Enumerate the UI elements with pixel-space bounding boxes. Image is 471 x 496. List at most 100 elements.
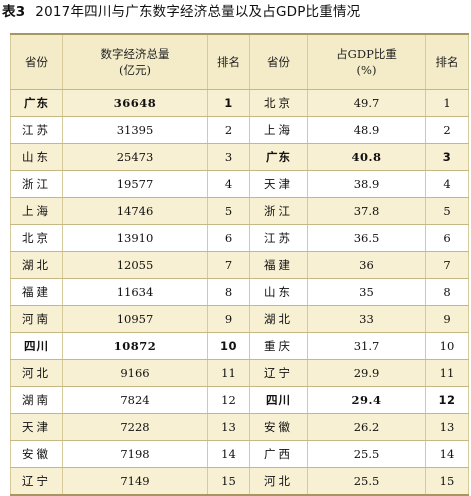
province-left-cell: 安徽 bbox=[10, 440, 63, 468]
province-left-cell: 北京 bbox=[10, 224, 63, 252]
table-row: 江苏 31395 2 上海 48.9 2 bbox=[10, 116, 469, 144]
rank-right-cell: 5 bbox=[425, 197, 469, 225]
digital-economy-value-cell: 25473 bbox=[62, 143, 208, 171]
table-caption: 表3 2017年四川与广东数字经济总量以及占GDP比重情况 bbox=[2, 0, 471, 24]
rank-right-cell: 9 bbox=[425, 305, 469, 333]
province-right-cell: 广东 bbox=[249, 143, 308, 171]
province-left-cell: 江苏 bbox=[10, 116, 63, 144]
header-rank-left: 排名 bbox=[207, 33, 250, 90]
header-row: 省份 数字经济总量 (亿元) 排名 省份 占GDP比重 (%) 排名 bbox=[10, 33, 469, 90]
digital-economy-value-cell: 9166 bbox=[62, 359, 208, 387]
table-row: 湖北 12055 7 福建 36 7 bbox=[10, 251, 469, 279]
table-row: 浙江 19577 4 天津 38.9 4 bbox=[10, 170, 469, 198]
gdp-share-cell: 35 bbox=[307, 278, 426, 306]
gdp-share-cell: 48.9 bbox=[307, 116, 426, 144]
table-row: 河北 9166 11 辽宁 29.9 11 bbox=[10, 359, 469, 387]
gdp-share-cell: 37.8 bbox=[307, 197, 426, 225]
rank-left-cell: 1 bbox=[207, 89, 250, 117]
digital-economy-value-cell: 14746 bbox=[62, 197, 208, 225]
province-right-cell: 天津 bbox=[249, 170, 308, 198]
rank-right-cell: 13 bbox=[425, 413, 469, 441]
province-right-cell: 广西 bbox=[249, 440, 308, 468]
header-gdp-share: 占GDP比重 (%) bbox=[307, 33, 426, 90]
digital-economy-value-cell: 7824 bbox=[62, 386, 208, 414]
header-province-right: 省份 bbox=[249, 33, 308, 90]
rank-left-cell: 9 bbox=[207, 305, 250, 333]
rank-left-cell: 7 bbox=[207, 251, 250, 279]
header-rank-right: 排名 bbox=[425, 33, 469, 90]
gdp-share-cell: 49.7 bbox=[307, 89, 426, 117]
rank-left-cell: 15 bbox=[207, 467, 250, 495]
province-left-cell: 上海 bbox=[10, 197, 63, 225]
gdp-share-cell: 25.5 bbox=[307, 440, 426, 468]
gdp-share-cell: 31.7 bbox=[307, 332, 426, 360]
rank-right-cell: 12 bbox=[425, 386, 469, 414]
province-right-cell: 上海 bbox=[249, 116, 308, 144]
province-left-cell: 山东 bbox=[10, 143, 63, 171]
province-left-cell: 湖南 bbox=[10, 386, 63, 414]
province-right-cell: 北京 bbox=[249, 89, 308, 117]
table-row: 北京 13910 6 江苏 36.5 6 bbox=[10, 224, 469, 252]
digital-economy-value-cell: 7149 bbox=[62, 467, 208, 495]
rank-left-cell: 13 bbox=[207, 413, 250, 441]
rank-right-cell: 11 bbox=[425, 359, 469, 387]
table-row: 广东 36648 1 北京 49.7 1 bbox=[10, 89, 469, 117]
digital-economy-value-cell: 36648 bbox=[62, 89, 208, 117]
province-right-cell: 重庆 bbox=[249, 332, 308, 360]
rank-right-cell: 7 bbox=[425, 251, 469, 279]
table-number: 表3 bbox=[2, 4, 26, 20]
province-left-cell: 浙江 bbox=[10, 170, 63, 198]
province-right-cell: 山东 bbox=[249, 278, 308, 306]
table-title: 2017年四川与广东数字经济总量以及占GDP比重情况 bbox=[35, 4, 361, 20]
rank-left-cell: 10 bbox=[207, 332, 250, 360]
rank-right-cell: 4 bbox=[425, 170, 469, 198]
province-left-cell: 河北 bbox=[10, 359, 63, 387]
province-left-cell: 四川 bbox=[10, 332, 63, 360]
data-table: 省份 数字经济总量 (亿元) 排名 省份 占GDP比重 (%) 排名 广东 366… bbox=[10, 33, 469, 496]
table-body: 广东 36648 1 北京 49.7 1 江苏 31395 2 上海 48.9 2 山东 25473 3 广东… bbox=[10, 89, 469, 495]
table-row: 湖南 7824 12 四川 29.4 12 bbox=[10, 386, 469, 414]
gdp-share-cell: 29.9 bbox=[307, 359, 426, 387]
province-right-cell: 湖北 bbox=[249, 305, 308, 333]
digital-economy-value-cell: 12055 bbox=[62, 251, 208, 279]
rank-left-cell: 6 bbox=[207, 224, 250, 252]
province-right-cell: 江苏 bbox=[249, 224, 308, 252]
digital-economy-value-cell: 10872 bbox=[62, 332, 208, 360]
province-right-cell: 福建 bbox=[249, 251, 308, 279]
province-right-cell: 辽宁 bbox=[249, 359, 308, 387]
digital-economy-value-cell: 7228 bbox=[62, 413, 208, 441]
province-left-cell: 广东 bbox=[10, 89, 63, 117]
rank-left-cell: 3 bbox=[207, 143, 250, 171]
rank-right-cell: 6 bbox=[425, 224, 469, 252]
digital-economy-value-cell: 10957 bbox=[62, 305, 208, 333]
province-left-cell: 湖北 bbox=[10, 251, 63, 279]
table-row: 辽宁 7149 15 河北 25.5 15 bbox=[10, 467, 469, 495]
table-row: 山东 25473 3 广东 40.8 3 bbox=[10, 143, 469, 171]
table-row: 四川 10872 10 重庆 31.7 10 bbox=[10, 332, 469, 360]
header-value-line2: (亿元) bbox=[119, 63, 151, 77]
table-row: 天津 7228 13 安徽 26.2 13 bbox=[10, 413, 469, 441]
gdp-share-cell: 33 bbox=[307, 305, 426, 333]
rank-right-cell: 8 bbox=[425, 278, 469, 306]
digital-economy-value-cell: 7198 bbox=[62, 440, 208, 468]
province-left-cell: 天津 bbox=[10, 413, 63, 441]
rank-left-cell: 8 bbox=[207, 278, 250, 306]
rank-left-cell: 11 bbox=[207, 359, 250, 387]
province-right-cell: 四川 bbox=[249, 386, 308, 414]
rank-right-cell: 3 bbox=[425, 143, 469, 171]
gdp-share-cell: 40.8 bbox=[307, 143, 426, 171]
province-right-cell: 安徽 bbox=[249, 413, 308, 441]
digital-economy-value-cell: 13910 bbox=[62, 224, 208, 252]
province-left-cell: 河南 bbox=[10, 305, 63, 333]
gdp-share-cell: 29.4 bbox=[307, 386, 426, 414]
table-row: 安徽 7198 14 广西 25.5 14 bbox=[10, 440, 469, 468]
table-row: 上海 14746 5 浙江 37.8 5 bbox=[10, 197, 469, 225]
province-right-cell: 浙江 bbox=[249, 197, 308, 225]
rank-left-cell: 4 bbox=[207, 170, 250, 198]
rank-left-cell: 5 bbox=[207, 197, 250, 225]
header-share-line2: (%) bbox=[356, 63, 377, 77]
rank-right-cell: 2 bbox=[425, 116, 469, 144]
gdp-share-cell: 36 bbox=[307, 251, 426, 279]
rank-left-cell: 14 bbox=[207, 440, 250, 468]
header-share-line1: 占GDP比重 bbox=[336, 47, 397, 61]
